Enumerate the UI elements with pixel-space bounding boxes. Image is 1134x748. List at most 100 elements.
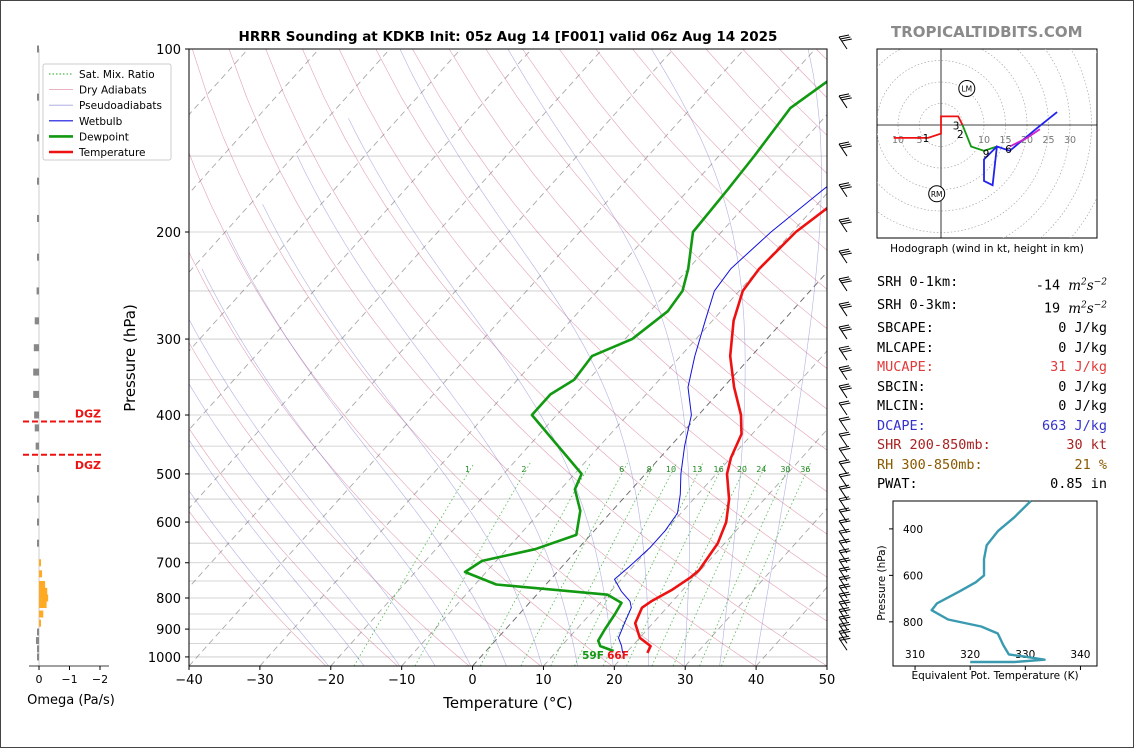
wind-barb-flag [840, 95, 851, 99]
omega-bar [39, 559, 41, 567]
param-row: SHR 200-850mb: 30 kt [877, 436, 1107, 456]
param-unit: m2s−2 [1068, 277, 1107, 294]
parameter-table: SRH 0-1km: -14 m2s−2 SRH 0-3km: 19 m2s−2 S… [877, 273, 1107, 495]
wind-barb [838, 433, 848, 447]
mixing-ratio-line [520, 462, 628, 666]
wind-barb-flag [840, 550, 851, 554]
wind-barb [838, 461, 848, 475]
wind-barb-flag [838, 538, 850, 542]
wind-barb-flag [841, 186, 852, 190]
wind-barb [838, 143, 848, 157]
omega-bar [37, 645, 39, 653]
mixing-ratio-line [651, 462, 748, 666]
isotherm-line [259, 49, 816, 666]
moist-adiabat [348, 118, 614, 666]
wind-barb-flag [840, 447, 851, 451]
hodograph-marker-circle [958, 79, 976, 97]
omega-bar [37, 653, 39, 661]
param-row: PWAT: 0.85 in [877, 475, 1107, 495]
param-row: MLCAPE: 0 J/kg [877, 339, 1107, 359]
hodograph-height-label: 9 [983, 148, 990, 160]
wind-barb-flag [838, 276, 850, 280]
wind-barb-flag [838, 496, 850, 500]
dgz-label: DGZ [75, 408, 101, 421]
theta-e-y-tick-label: 400 [903, 524, 923, 536]
mixing-ratio-line [414, 462, 531, 666]
omega-bar [39, 601, 47, 609]
param-label: SBCIN: [877, 378, 926, 395]
wind-barb-flag [840, 418, 851, 422]
wind-barb-flag [838, 548, 850, 552]
theta-e-ylabel: Pressure (hPa) [876, 545, 888, 620]
wind-barb [838, 601, 848, 615]
wind-barb-flag [840, 498, 851, 502]
legend-entry: Wetbulb [79, 116, 123, 128]
wind-barb-flag [838, 635, 850, 639]
param-value: 30 kt [1066, 437, 1107, 453]
isotherm-line [189, 49, 745, 666]
wind-barb-flag [838, 431, 850, 435]
wind-barb-flag [838, 507, 850, 511]
wind-barb-flag [840, 433, 851, 437]
mixing-ratio-label: 16 [714, 465, 724, 474]
omega-bar [33, 390, 39, 398]
wind-barb [838, 36, 848, 50]
wind-barb [838, 385, 848, 399]
x-tick-label: −30 [246, 673, 273, 688]
mixing-ratio-label: 36 [800, 465, 810, 474]
legend-entry: Temperature [78, 147, 146, 159]
wind-barb-flag [840, 219, 851, 223]
omega-bar [34, 411, 39, 419]
y-tick-label: 200 [156, 226, 181, 241]
param-value: 0 J/kg [1058, 339, 1107, 356]
omega-bar [39, 570, 43, 578]
wind-barb [838, 418, 848, 432]
dry-adiabat [302, 49, 827, 622]
omega-bar [39, 619, 41, 627]
wind-barb-flag [840, 474, 851, 478]
x-tick-label: 0 [468, 673, 476, 688]
wind-barb-flag [840, 385, 851, 389]
wind-barb-flag [838, 383, 850, 387]
wind-barb-flag [838, 345, 850, 349]
omega-tick-label: −1 [61, 673, 77, 686]
wind-barb-flag [838, 459, 850, 463]
wind-barb-flag [840, 630, 851, 634]
wind-barb-flag [841, 387, 852, 391]
wind-barb [838, 250, 848, 264]
omega-bar [33, 368, 39, 376]
moist-adiabat [507, 49, 690, 666]
hodograph-ring-label: 25 [1042, 135, 1054, 146]
wind-barb-flag [838, 400, 850, 404]
skewt-profiles [463, 80, 827, 654]
isotherm-line [1, 49, 35, 666]
dry-adiabat [189, 427, 399, 666]
theta-e-x-tick-label: 310 [905, 649, 925, 661]
theta-e-x-tick-label: 320 [960, 649, 980, 661]
wind-barb [838, 585, 848, 599]
isotherm-line [543, 350, 827, 666]
omega-bar [36, 287, 39, 295]
legend-entry: Dry Adiabats [79, 85, 147, 97]
param-label: SHR 200-850mb: [877, 437, 991, 453]
param-value: 663 J/kg [1041, 417, 1107, 434]
wind-barb-flag [838, 301, 850, 305]
moist-adiabat [399, 49, 649, 666]
hodograph-ring-label: 30 [1064, 135, 1076, 146]
wind-barb-flag [840, 601, 851, 605]
wind-barb-flag [841, 252, 852, 256]
wind-barb-flag [838, 628, 850, 632]
wind-barb [838, 509, 848, 523]
omega-bar [34, 424, 39, 432]
wind-barb [838, 219, 848, 233]
isotherm-line [189, 49, 320, 195]
wind-barb-flag [838, 614, 850, 618]
dry-adiabat [448, 49, 827, 451]
param-value: 0 J/kg [1058, 378, 1107, 395]
param-row: SBCAPE: 0 J/kg [877, 319, 1107, 339]
wind-barb-flag [841, 328, 852, 332]
param-row: SRH 0-1km: -14 m2s−2 [877, 273, 1107, 296]
dry-adiabat [189, 510, 327, 666]
hodograph-trace [1009, 128, 1041, 148]
